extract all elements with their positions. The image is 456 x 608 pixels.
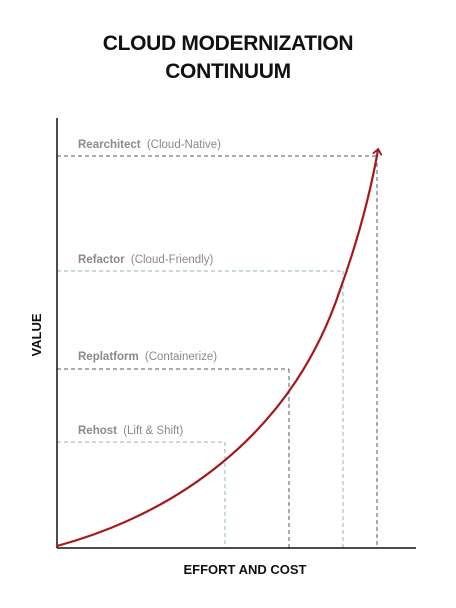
- stage-name-rehost: Rehost: [78, 425, 117, 437]
- stage-label-replatform: Replatform (Containerize): [78, 351, 217, 363]
- value-curve: [56, 147, 383, 548]
- stage-detail-refactor: (Cloud-Friendly): [131, 254, 214, 266]
- stage-label-refactor: Refactor (Cloud-Friendly): [78, 254, 213, 266]
- stage-detail-rearchitect: (Cloud-Native): [147, 139, 221, 151]
- stage-name-rearchitect: Rearchitect: [78, 139, 141, 151]
- title-line-2: CONTINUUM: [165, 60, 291, 83]
- stage-name-refactor: Refactor: [78, 254, 125, 266]
- x-axis-label: EFFORT AND COST: [183, 562, 306, 577]
- title-line-1: CLOUD MODERNIZATION: [102, 32, 354, 55]
- stage-detail-replatform: (Containerize): [145, 351, 217, 363]
- stage-name-replatform: Replatform: [78, 351, 139, 363]
- stage-detail-rehost: (Lift & Shift): [123, 425, 183, 437]
- diagram-title: CLOUD MODERNIZATION CONTINUUM: [0, 30, 456, 86]
- stage-label-rehost: Rehost (Lift & Shift): [78, 425, 183, 437]
- stage-label-rearchitect: Rearchitect (Cloud-Native): [78, 139, 221, 151]
- y-axis-label: VALUE: [29, 313, 44, 356]
